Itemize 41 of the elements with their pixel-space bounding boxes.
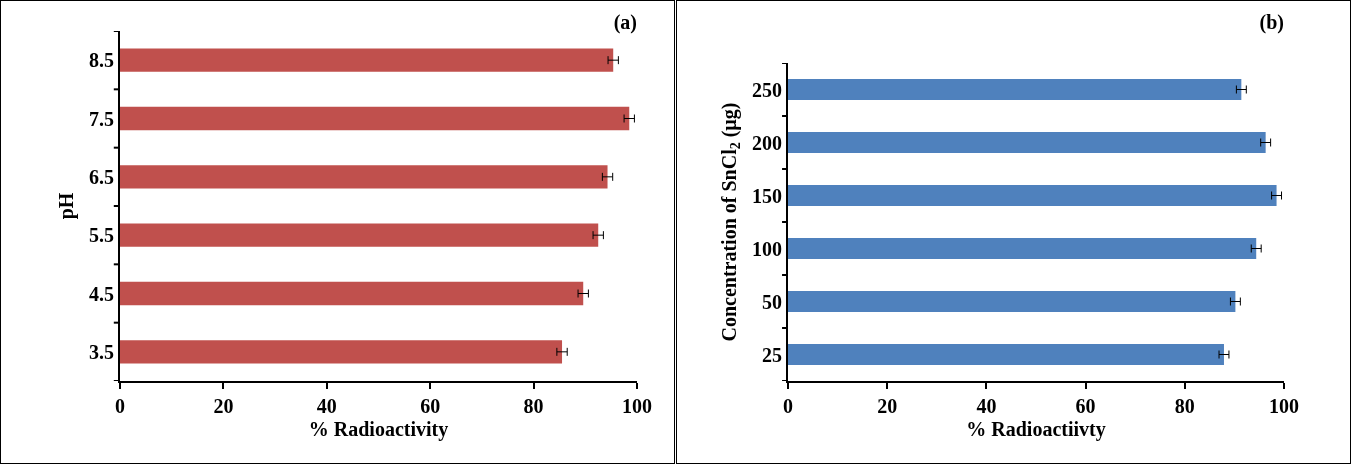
bar bbox=[788, 78, 1242, 101]
y-tick-label: 25 bbox=[762, 343, 782, 366]
y-tick-label: 8.5 bbox=[89, 49, 114, 72]
bar bbox=[788, 184, 1277, 207]
bar bbox=[788, 237, 1257, 260]
x-tick-label: 80 bbox=[523, 395, 544, 417]
x-axis-title: % Radioactiivty bbox=[966, 418, 1106, 441]
x-tick-label: 20 bbox=[877, 395, 898, 417]
bar bbox=[120, 281, 584, 306]
x-tick-label: 0 bbox=[783, 395, 793, 417]
x-axis-title: % Radioactivity bbox=[308, 418, 449, 441]
y-tick-label: 4.5 bbox=[89, 282, 114, 305]
bar bbox=[120, 223, 599, 247]
bar bbox=[120, 48, 614, 72]
x-tick-label: 20 bbox=[213, 395, 234, 417]
y-tick-label: 250 bbox=[752, 78, 782, 101]
x-tick-label: 40 bbox=[976, 395, 997, 417]
y-tick-label: 100 bbox=[752, 237, 782, 260]
x-tick-label: 100 bbox=[1269, 395, 1299, 417]
y-axis-title: pH bbox=[55, 192, 78, 220]
y-tick-label: 200 bbox=[752, 131, 782, 154]
y-tick-label: 7.5 bbox=[89, 107, 114, 130]
bar bbox=[120, 340, 563, 364]
y-tick-label: 6.5 bbox=[89, 165, 114, 188]
chart-title: (a) bbox=[613, 11, 637, 34]
y-tick-label: 150 bbox=[752, 184, 782, 207]
y-tick-label: 5.5 bbox=[89, 224, 114, 247]
bar bbox=[788, 131, 1266, 154]
y-tick-label: 3.5 bbox=[89, 340, 114, 363]
bar bbox=[120, 106, 630, 131]
y-tick-label: 50 bbox=[762, 290, 782, 313]
x-tick-label: 40 bbox=[316, 395, 337, 417]
bar bbox=[788, 343, 1224, 366]
x-tick-label: 80 bbox=[1174, 395, 1195, 417]
x-tick-label: 60 bbox=[420, 395, 441, 417]
bar bbox=[788, 290, 1236, 313]
x-tick-label: 60 bbox=[1075, 395, 1096, 417]
x-tick-label: 100 bbox=[622, 395, 652, 417]
x-tick-label: 0 bbox=[115, 395, 125, 417]
chart-title: (b) bbox=[1259, 11, 1284, 34]
bar bbox=[120, 165, 608, 189]
